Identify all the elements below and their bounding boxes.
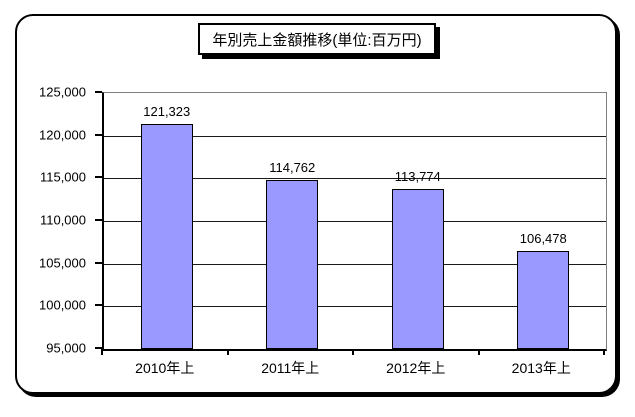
x-tick-mark [603, 349, 605, 355]
y-axis-ticks [95, 91, 102, 349]
y-axis-labels: 125,000 120,000 115,000 110,000 105,000 100,0… [0, 85, 94, 356]
bar-value-label: 106,478 [519, 231, 567, 247]
x-tick-mark [226, 349, 229, 355]
y-tick-label: 110,000 [39, 212, 86, 228]
y-tick-mark [95, 133, 102, 136]
y-tick-label: 100,000 [39, 297, 86, 313]
x-category-label: 2011年上 [261, 360, 320, 376]
chart-title: 年別売上金額推移(単位:百万円) [212, 31, 422, 49]
bar [266, 180, 319, 349]
bar-slot: 106,478 [481, 93, 607, 349]
y-tick-mark [95, 261, 102, 264]
chart-title-box: 年別売上金額推移(単位:百万円) [198, 23, 436, 55]
bar-slot: 114,762 [230, 93, 356, 349]
y-tick-mark [95, 91, 102, 93]
plot-area: 121,323 114,762 113,774 106,478 [102, 92, 607, 351]
y-tick-mark [95, 176, 102, 179]
y-tick-mark [95, 219, 102, 221]
bar-value-label: 121,323 [143, 104, 191, 120]
y-tick-label: 125,000 [39, 84, 86, 100]
x-category-label: 2013年上 [511, 360, 571, 376]
bar [391, 188, 444, 349]
gridline [104, 263, 606, 265]
bar [140, 124, 193, 349]
y-tick-label: 120,000 [39, 127, 86, 143]
y-tick-label: 105,000 [39, 255, 86, 271]
x-category-label: 2012年上 [386, 360, 446, 376]
bar [517, 251, 570, 349]
bar-value-label: 113,774 [394, 168, 441, 184]
bar-slot: 113,774 [355, 93, 481, 349]
y-tick-label: 115,000 [39, 169, 86, 185]
y-tick-label: 95,000 [46, 340, 86, 356]
x-tick-mark [101, 349, 103, 355]
x-tick-mark [352, 349, 354, 355]
y-tick-mark [95, 304, 102, 307]
gridline [104, 306, 606, 308]
gridline [104, 221, 606, 222]
x-axis-ticks [101, 349, 605, 355]
y-tick-mark [95, 347, 102, 349]
x-axis-labels: 2010年上 2011年上 2012年上 2013年上 [102, 356, 604, 378]
gridline [104, 135, 606, 137]
gridline [104, 178, 606, 180]
bar-slot: 121,323 [104, 93, 230, 349]
bar-value-label: 114,762 [269, 160, 316, 176]
x-category-label: 2010年上 [135, 360, 195, 376]
x-tick-mark [477, 349, 480, 355]
